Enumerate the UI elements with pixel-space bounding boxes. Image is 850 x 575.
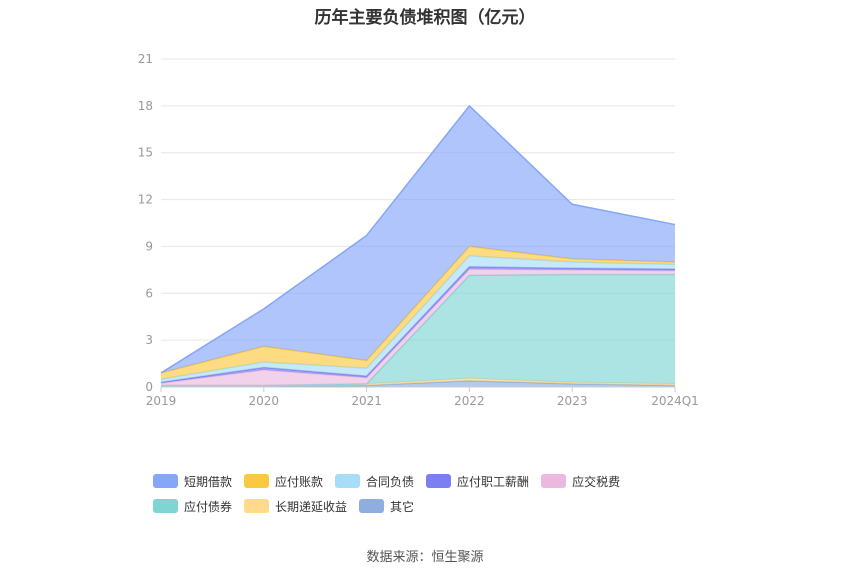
x-tick-label: 2022	[454, 394, 485, 408]
legend-item[interactable]: 应付账款	[244, 473, 323, 489]
y-tick-label: 21	[138, 52, 153, 66]
area-series-7	[161, 105, 675, 373]
area-series-5	[161, 255, 675, 383]
series-line-7	[160, 104, 676, 374]
area-series-6	[161, 246, 675, 380]
x-tick-label: 2024Q1	[651, 394, 699, 408]
axes: 0 3 6 9 12 15 18 21 2019 2020 2021 2022 2023 2024Q1	[138, 52, 699, 408]
x-tick-label: 2023	[557, 394, 588, 408]
legend-item[interactable]: 合同负债	[335, 473, 414, 489]
y-tick-label: 18	[138, 99, 153, 113]
y-tick-label: 9	[145, 239, 153, 253]
area-series-0	[161, 380, 675, 387]
legend-swatch	[244, 499, 270, 513]
y-tick-label: 6	[145, 286, 153, 300]
legend-label: 长期递延收益	[275, 499, 348, 514]
legend-swatch	[426, 474, 452, 488]
x-tick-label: 2021	[351, 394, 382, 408]
x-tick-label: 2020	[249, 394, 280, 408]
legend-item[interactable]: 应付职工薪酬	[426, 473, 529, 489]
area-series-1	[161, 378, 675, 387]
legend-item[interactable]: 应付债券	[153, 498, 232, 514]
legend-label: 合同负债	[366, 474, 415, 489]
legend-label: 应交税费	[572, 474, 621, 489]
legend-label: 应付债券	[184, 499, 233, 514]
area-series	[160, 104, 676, 387]
y-tick-label: 15	[138, 146, 153, 160]
legend-item[interactable]: 其它	[359, 498, 414, 514]
legend-swatch	[335, 474, 361, 488]
area-series-3	[161, 269, 675, 386]
legend-swatch	[153, 474, 178, 488]
legend-swatch	[359, 499, 385, 513]
legend-swatch	[541, 474, 567, 488]
legend-item[interactable]: 长期递延收益	[244, 498, 347, 514]
legend-label: 其它	[390, 499, 415, 514]
legend: 短期借款 应付账款 合同负债 应付职工薪酬 应交税费应付债券 长期递延收益 其它	[153, 473, 713, 514]
legend-label: 应付账款	[275, 474, 324, 489]
legend-label: 短期借款	[184, 474, 233, 489]
y-tick-label: 0	[145, 380, 153, 394]
chart-title: 历年主要负债堆积图（亿元）	[314, 8, 536, 28]
legend-item[interactable]: 应交税费	[541, 473, 620, 489]
legend-label: 应付职工薪酬	[457, 474, 530, 489]
legend-swatch	[153, 499, 178, 513]
source-note: 数据来源：恒生聚源	[366, 550, 484, 565]
y-tick-label: 12	[138, 193, 153, 207]
legend-item[interactable]: 短期借款	[153, 473, 232, 489]
x-tick-label: 2019	[146, 394, 177, 408]
legend-swatch	[244, 474, 270, 488]
y-tick-label: 3	[145, 333, 153, 347]
